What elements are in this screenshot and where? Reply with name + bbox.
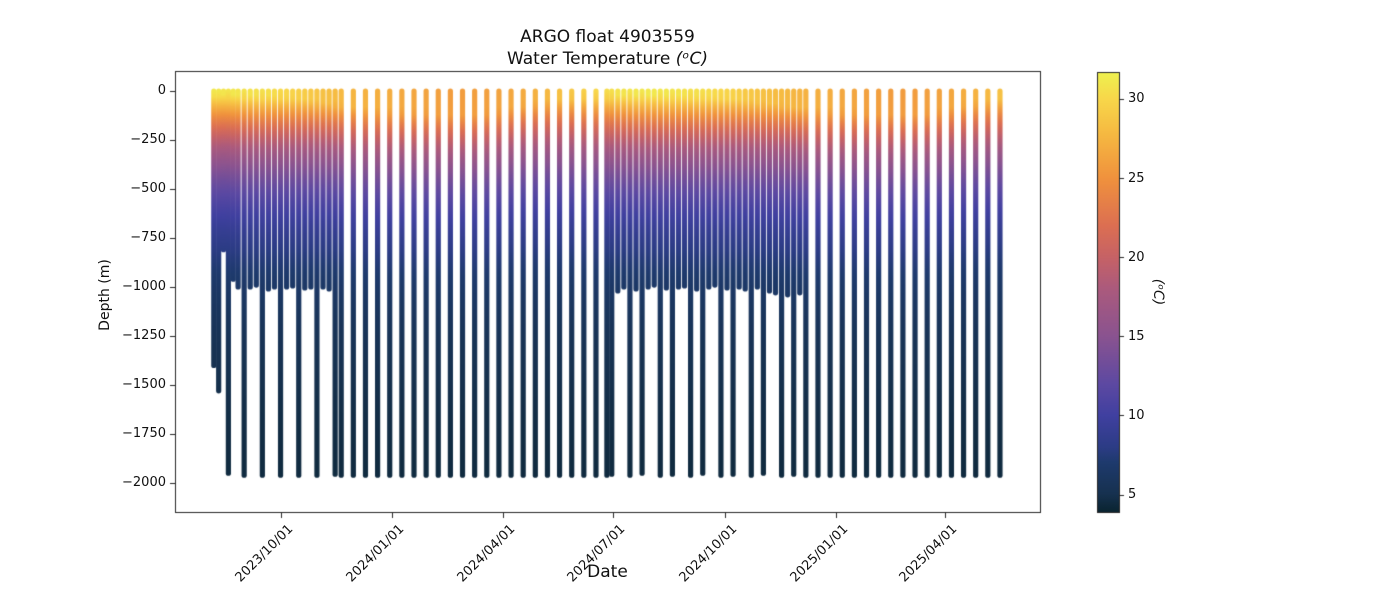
chart-title-line1: ARGO float 4903559 [520, 27, 695, 47]
y-tick-label: −1250 [122, 328, 166, 344]
y-tick-label: −1750 [122, 426, 166, 442]
colorbar-tick-label: 30 [1128, 91, 1145, 107]
x-axis-label: Date [587, 562, 628, 582]
colorbar-tick-label: 15 [1128, 328, 1145, 344]
y-tick-label: −2000 [122, 475, 166, 491]
chart-title: ARGO float 4903559 Water Temperature (ᵒC… [175, 26, 1040, 70]
chart-title-line2: Water Temperature (ᵒC) [175, 48, 1040, 70]
y-tick-label: −750 [130, 230, 166, 246]
colorbar-tick-label: 10 [1128, 407, 1145, 423]
y-tick-label: −250 [130, 132, 166, 148]
y-tick-label: −1000 [122, 279, 166, 295]
colorbar-tick-label: 5 [1128, 487, 1137, 503]
y-tick-label: −500 [130, 181, 166, 197]
colorbar-tick-label: 25 [1128, 170, 1145, 186]
colorbar-tick-label: 20 [1128, 249, 1145, 265]
chart-title-line2-text: Water Temperature [507, 49, 676, 69]
chart-title-unit: (ᵒC) [675, 49, 708, 69]
y-tick-label: −1500 [122, 377, 166, 393]
y-tick-label: 0 [157, 83, 166, 99]
colorbar-label: (ᵒC) [1150, 278, 1166, 306]
